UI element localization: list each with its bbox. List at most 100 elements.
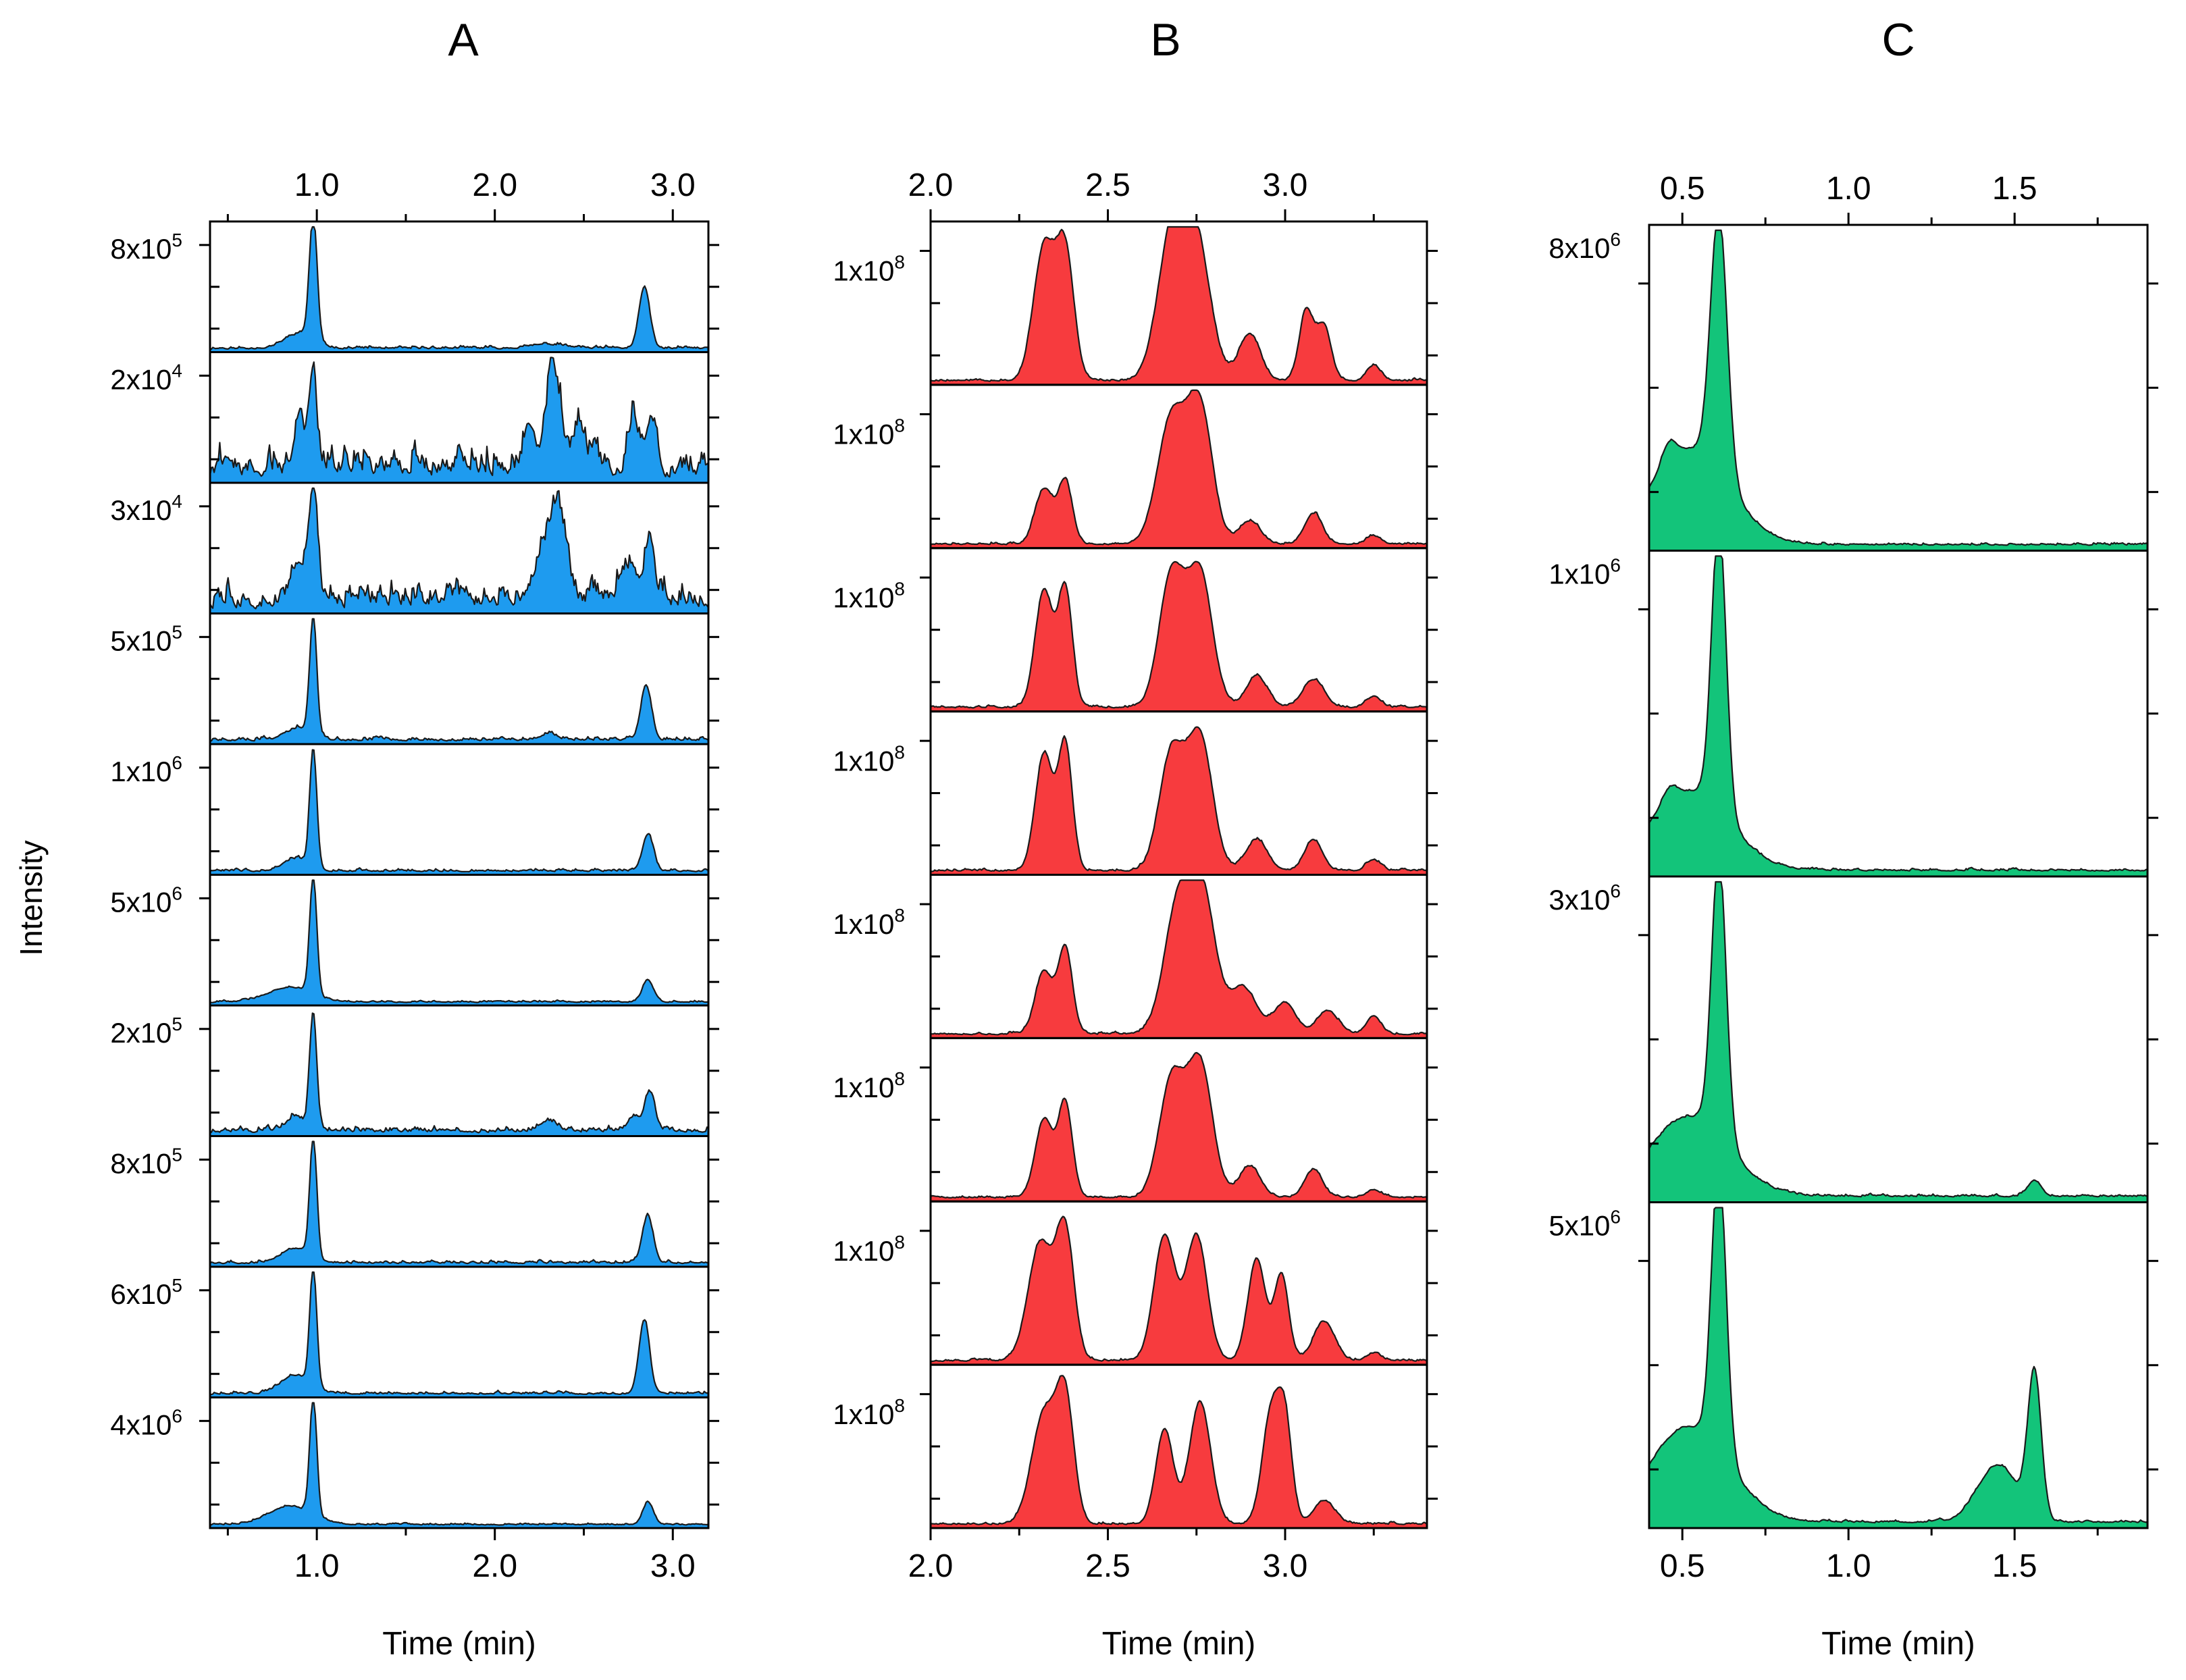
label-exponent: 8 (894, 1395, 905, 1416)
x-tick-label-bottom: 2.5 (1085, 1548, 1130, 1584)
x-tick-label-bottom: 0.5 (1660, 1548, 1705, 1584)
trace-area (929, 726, 1428, 876)
panel-c: C8x1061x1063x1065x1060.50.51.01.01.51.5T… (1549, 14, 2158, 1662)
label-base: 1x10 (110, 756, 172, 787)
label-base: 6x10 (110, 1278, 172, 1310)
x-tick-label-top: 2.5 (1085, 167, 1130, 203)
trace-max-label: 1x106 (110, 752, 182, 787)
x-tick-label-bottom: 2.0 (472, 1548, 517, 1584)
panel-title: B (1150, 14, 1180, 65)
label-exponent: 4 (172, 360, 182, 381)
label-base: 8x10 (110, 233, 172, 265)
trace-max-label: 5x106 (110, 883, 182, 918)
label-base: 8x10 (1549, 232, 1610, 264)
trace-max-label: 5x105 (110, 621, 182, 656)
label-exponent: 6 (1610, 554, 1621, 575)
trace-max-label: 2x105 (110, 1014, 182, 1049)
trace-frame (209, 1265, 710, 1398)
label-exponent: 5 (172, 1014, 182, 1034)
trace-4: 5x106 (1549, 1201, 2158, 1529)
x-tick-label-bottom: 1.5 (1992, 1548, 2037, 1584)
label-base: 1x10 (833, 1398, 894, 1430)
x-tick-label-top: 3.0 (1263, 167, 1308, 203)
label-base: 1x10 (833, 581, 894, 613)
label-exponent: 5 (172, 621, 182, 642)
trace-frame (209, 612, 710, 745)
trace-max-label: 8x106 (1549, 229, 1621, 264)
label-base: 3x10 (1549, 884, 1610, 916)
label-base: 1x10 (833, 1235, 894, 1267)
trace-7: 1x108 (833, 1200, 1438, 1366)
x-tick-label-bottom: 3.0 (1263, 1548, 1308, 1584)
trace-area (1648, 1207, 2149, 1529)
trace-7: 2x105 (110, 1004, 719, 1137)
label-exponent: 6 (1610, 229, 1621, 250)
trace-8: 8x105 (110, 1135, 719, 1268)
label-exponent: 8 (894, 252, 905, 273)
trace-1: 1x108 (833, 220, 1438, 386)
panels: A8x1052x1043x1045x1051x1065x1062x1058x10… (110, 14, 2158, 1662)
trace-area (929, 1375, 1428, 1529)
trace-area (209, 1140, 710, 1268)
x-tick-label-bottom: 2.0 (908, 1548, 954, 1584)
label-base: 5x10 (110, 886, 172, 918)
label-exponent: 5 (172, 1144, 182, 1165)
label-base: 1x10 (1549, 558, 1610, 589)
label-exponent: 8 (894, 1068, 905, 1089)
label-exponent: 5 (172, 230, 182, 251)
trace-2: 1x106 (1549, 550, 2158, 878)
label-exponent: 8 (894, 578, 905, 599)
trace-area (929, 1215, 1428, 1366)
trace-6: 1x108 (833, 1036, 1438, 1203)
trace-10: 4x106 (110, 1396, 719, 1529)
label-base: 8x10 (110, 1147, 172, 1179)
label-base: 3x10 (110, 494, 172, 526)
panel-a: A8x1052x1043x1045x1051x1065x1062x1058x10… (110, 14, 719, 1662)
label-base: 5x10 (1549, 1209, 1610, 1241)
trace-area (929, 226, 1428, 386)
x-axis-label: Time (min) (1102, 1626, 1256, 1662)
label-base: 1x10 (833, 255, 894, 287)
x-tick-label-top: 1.5 (1992, 171, 2037, 207)
label-exponent: 8 (894, 1232, 905, 1253)
trace-max-label: 3x106 (1549, 881, 1621, 916)
label-exponent: 6 (172, 1405, 182, 1426)
trace-area (1648, 555, 2149, 878)
label-exponent: 8 (894, 415, 905, 436)
label-exponent: 5 (172, 1275, 182, 1296)
label-base: 1x10 (833, 1072, 894, 1103)
trace-area (929, 1051, 1428, 1203)
x-tick-label-bottom: 1.0 (1826, 1548, 1871, 1584)
trace-max-label: 1x108 (833, 741, 905, 777)
trace-max-label: 6x105 (110, 1275, 182, 1310)
trace-area (209, 357, 710, 484)
trace-2: 2x104 (110, 351, 719, 484)
x-tick-label-top: 2.0 (472, 167, 517, 203)
trace-frame (209, 743, 710, 876)
trace-3: 3x106 (1549, 875, 2158, 1203)
trace-9: 6x105 (110, 1265, 719, 1398)
trace-area (209, 1402, 710, 1529)
trace-1: 8x106 (1549, 224, 2158, 552)
trace-area (209, 618, 710, 745)
trace-5: 1x106 (110, 743, 719, 876)
trace-area (209, 226, 710, 353)
trace-area (209, 487, 710, 614)
x-axis-label: Time (min) (1821, 1626, 1975, 1662)
trace-area (209, 749, 710, 876)
trace-max-label: 4x106 (110, 1405, 182, 1440)
label-base: 1x10 (833, 908, 894, 940)
trace-8: 1x108 (833, 1363, 1438, 1529)
trace-max-label: 2x104 (110, 360, 182, 395)
trace-6: 5x106 (110, 874, 719, 1007)
label-base: 1x10 (833, 419, 894, 450)
label-exponent: 6 (1610, 881, 1621, 901)
trace-max-label: 8x105 (110, 1144, 182, 1179)
trace-frame (209, 874, 710, 1007)
label-base: 2x10 (110, 1017, 172, 1049)
trace-area (929, 560, 1428, 712)
y-axis-label: Intensity (14, 840, 49, 955)
x-tick-label-top: 3.0 (650, 167, 696, 203)
trace-4: 1x108 (833, 710, 1438, 876)
